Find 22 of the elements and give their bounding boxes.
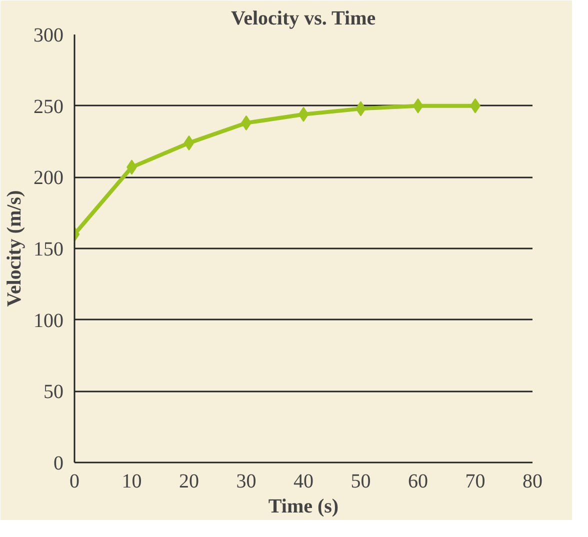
- x-tick-label: 40: [294, 470, 314, 492]
- x-tick-label: 70: [465, 470, 486, 492]
- point: [184, 135, 194, 150]
- x-tick-label: 80: [522, 470, 542, 492]
- x-tick-label: 10: [122, 470, 142, 492]
- y-tick-label: 300: [34, 24, 64, 46]
- y-tick-label: 200: [34, 167, 64, 190]
- y-axis-title: Velocity (m/s): [4, 190, 26, 307]
- y-tick-label: 100: [34, 310, 64, 332]
- x-tick-label: 20: [179, 470, 199, 492]
- point: [298, 106, 309, 122]
- x-tick-label: 60: [408, 470, 428, 492]
- y-tick-label: 0: [54, 452, 64, 474]
- point: [412, 98, 424, 114]
- x-axis-title: Time (s): [268, 496, 339, 518]
- chart-title: Velocity vs. Time: [231, 8, 376, 30]
- x-tick-label: 50: [350, 470, 371, 492]
- x-tick-label: 0: [70, 470, 80, 492]
- y-tick-label: 150: [34, 238, 64, 260]
- y-tick-label: 50: [44, 381, 64, 404]
- y-tick-label: 250: [34, 96, 64, 118]
- x-tick-label: 30: [236, 470, 256, 492]
